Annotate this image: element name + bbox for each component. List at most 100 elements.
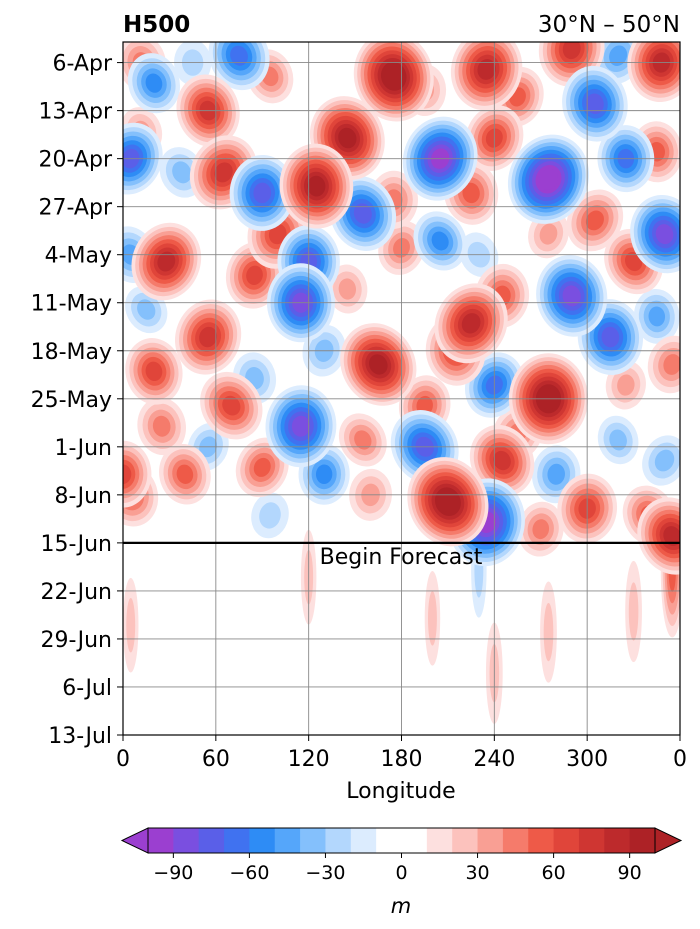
contour-level [384,65,404,87]
colorbar-segment [173,828,200,853]
heatmap-blob [229,154,295,231]
heatmap-blob [159,443,211,505]
x-axis: 0 60 120 180 240 300 0 [116,735,687,772]
contour-level [562,42,581,60]
contour-level [538,168,559,190]
heatmap-blob [434,283,508,364]
heatmap-blob [265,385,337,468]
contour-level [137,299,156,320]
y-axis: 6-Apr 13-Apr 20-Apr 27-Apr 4-May 11-May 18-May… [31,52,123,749]
contour-level [562,285,581,307]
contour-level [230,45,248,66]
y-tick-label: 25-May [31,388,112,413]
contour-level [547,463,566,485]
contour-level [539,223,558,245]
colorbar-extend-max [654,827,683,854]
colorbar-tick-label: 60 [542,862,566,884]
heatmap-blob [413,211,467,271]
contour-level [259,502,281,529]
colorbar-segment [249,828,276,853]
heatmap-blob [507,134,590,224]
y-tick-label: 15-Jun [40,532,112,557]
contour-level [176,464,194,484]
colorbar-segment [274,828,301,853]
contour-level [214,162,233,183]
heatmap-blob [208,42,270,91]
x-tick-label: 60 [202,747,230,772]
contour-level [654,449,675,472]
colorbar-tick-label: −90 [153,862,193,884]
x-axis-label: Longitude [346,779,455,804]
y-tick-label: 18-May [31,340,112,365]
contour-level [609,429,627,451]
contour-level [609,45,628,66]
contour-level [628,582,639,641]
contour-level [493,450,511,471]
heatmap-blob [642,435,680,486]
colorbar-segment [578,828,605,853]
colorbar-tick-label: 30 [465,862,489,884]
chart-title-left: H500 [123,12,190,38]
heatmap-blob [562,65,628,142]
contour-level [145,73,163,93]
y-tick-label: 13-Jul [48,724,112,749]
contour-level [655,224,674,245]
x-tick-label: 240 [473,747,515,772]
heatmap-blob [637,497,680,575]
contour-level [338,127,357,149]
chart-title-right: 30°N – 50°N [538,12,680,38]
contour-level [307,175,326,197]
colorbar-tick-label: 0 [395,862,407,884]
contour-level [624,252,643,272]
contour-level [663,354,680,375]
colorbar-segment [629,828,656,853]
contour-level [315,464,333,485]
heatmap-blob [566,189,624,252]
heatmap-blob [127,53,181,114]
colorbar-segment [528,828,555,853]
heatmap-blob [123,577,139,673]
heatmap-blob [329,176,397,251]
heatmap-blob [424,571,441,666]
heatmap-blob [125,338,183,405]
contour-level [353,203,372,224]
contour-level [222,395,241,416]
contour-level [199,326,218,348]
heatmap-blob [176,74,240,147]
begin-forecast-label: Begin Forecast [320,545,483,570]
colorbar-segment [325,828,352,853]
contour-level [617,374,635,396]
x-tick-label: 120 [288,747,330,772]
heatmap-blob [469,424,535,497]
contour-level [172,161,192,184]
contour-level [462,182,480,204]
heatmap-blob [450,42,523,111]
contour-level [431,231,449,251]
contour-level [338,278,357,300]
contour-level [543,602,554,662]
y-tick-label: 22-Jun [40,580,112,605]
contour-level [157,251,176,272]
heatmap-blob [597,415,639,465]
colorbar-segment [350,828,377,853]
colorbar-segment [502,828,529,853]
colorbar-segment [452,828,479,853]
heatmap-blob [327,264,368,314]
colorbar-segment [300,828,326,853]
heatmap-blob [540,581,557,683]
colorbar-label: m [391,894,411,918]
contour-level [663,526,680,546]
y-tick-label: 27-Apr [38,196,112,221]
colorbar-segment [224,828,250,853]
heatmap-blob [137,397,187,456]
y-tick-label: 1-Jun [54,436,112,461]
heatmap-blob [647,335,680,394]
colorbar-segment [426,828,453,853]
contour-level [461,313,481,334]
heatmap-blob [528,209,569,259]
y-tick-label: 13-Apr [38,100,112,125]
contour-level [246,265,263,286]
y-tick-label: 29-Jun [40,628,112,653]
y-tick-label: 4-May [45,244,112,269]
contour-level [477,59,496,80]
